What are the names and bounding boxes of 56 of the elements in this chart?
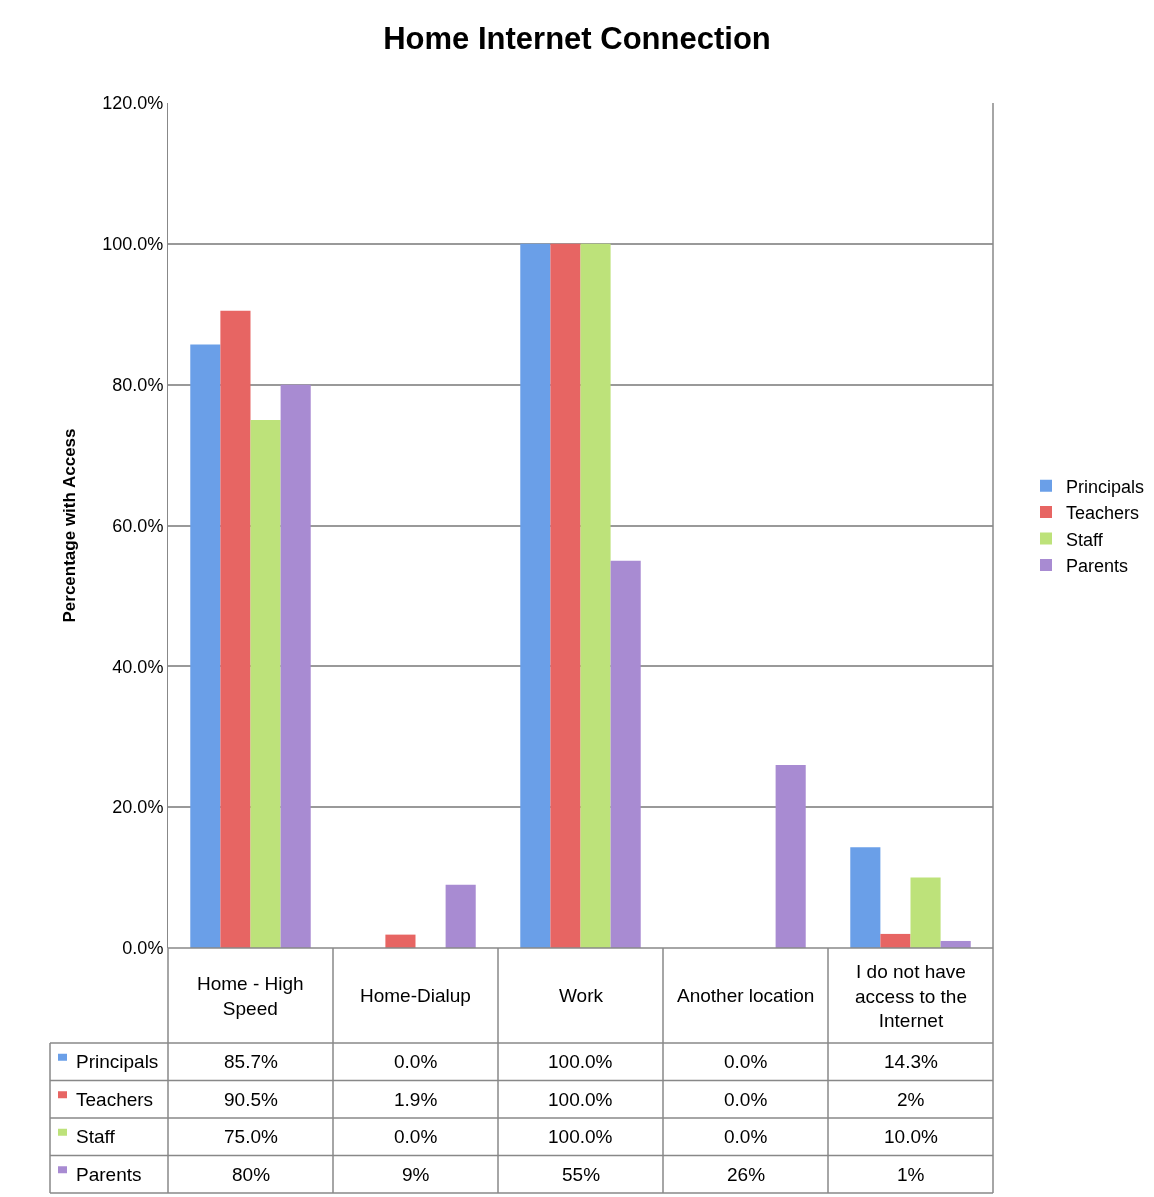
y-axis-title: Percentage with Access [59, 428, 79, 623]
text: Teachers [76, 1089, 154, 1110]
data-label: 1.9% [394, 1089, 438, 1110]
data-label: 0.0% [394, 1126, 438, 1147]
data-label: 0.0% [724, 1126, 768, 1147]
legend-label: Parents [1066, 555, 1129, 576]
bar [190, 344, 221, 948]
data-label: 90.5% [224, 1089, 278, 1110]
data-label: 80% [232, 1164, 271, 1185]
bar [850, 847, 881, 948]
y-tick-label: 100.0% [102, 234, 164, 255]
x-tick-label: Work [559, 985, 604, 1006]
data-label: 2% [897, 1089, 925, 1110]
bar [550, 243, 581, 948]
chart-title: Home Internet Connection [383, 20, 771, 56]
data-label: 85.7% [224, 1051, 278, 1072]
data-label: 100.0% [548, 1089, 613, 1110]
bar [580, 243, 611, 948]
data-label: 0.0% [394, 1051, 438, 1072]
data-label: 100.0% [548, 1126, 613, 1147]
text: Parents [76, 1164, 142, 1185]
text: Principals [1066, 476, 1145, 497]
y-tick-label: 120.0% [102, 93, 164, 114]
bar [610, 560, 641, 948]
bar [520, 243, 551, 948]
legend-label: Principals [76, 1051, 159, 1072]
data-label: 55% [562, 1164, 601, 1185]
y-tick-label: 0.0% [122, 938, 164, 959]
data-label: 26% [727, 1164, 766, 1185]
y-tick-label: 80.0% [112, 374, 164, 395]
y-tick-label: 40.0% [112, 656, 164, 677]
bar [250, 419, 281, 948]
x-tick-label: Home - High Speed [197, 973, 304, 1019]
bar [775, 764, 806, 948]
data-label: 14.3% [884, 1051, 938, 1072]
data-label: 10.0% [884, 1126, 938, 1147]
data-label: 1% [897, 1164, 925, 1185]
bar [910, 877, 941, 948]
data-label: 9% [402, 1164, 430, 1185]
text: Staff [76, 1126, 115, 1147]
legend-label: Staff [1066, 529, 1104, 550]
bar [880, 933, 911, 948]
bar [385, 934, 416, 948]
x-tick-label: Home-Dialup [360, 985, 471, 1006]
data-label: 100.0% [548, 1051, 613, 1072]
data-label: 75.0% [224, 1126, 278, 1147]
bar [220, 310, 251, 948]
data-label: 0.0% [724, 1089, 768, 1110]
bar [280, 384, 311, 948]
legend-label: Teachers [1066, 503, 1140, 524]
y-tick-label: 60.0% [112, 515, 164, 536]
data-label: 0.0% [724, 1051, 768, 1072]
x-tick-label: Another location [677, 985, 815, 1006]
x-tick-label: I do not have access to the Internet [855, 961, 967, 1032]
y-tick-label: 20.0% [112, 797, 164, 818]
bar [445, 884, 476, 948]
